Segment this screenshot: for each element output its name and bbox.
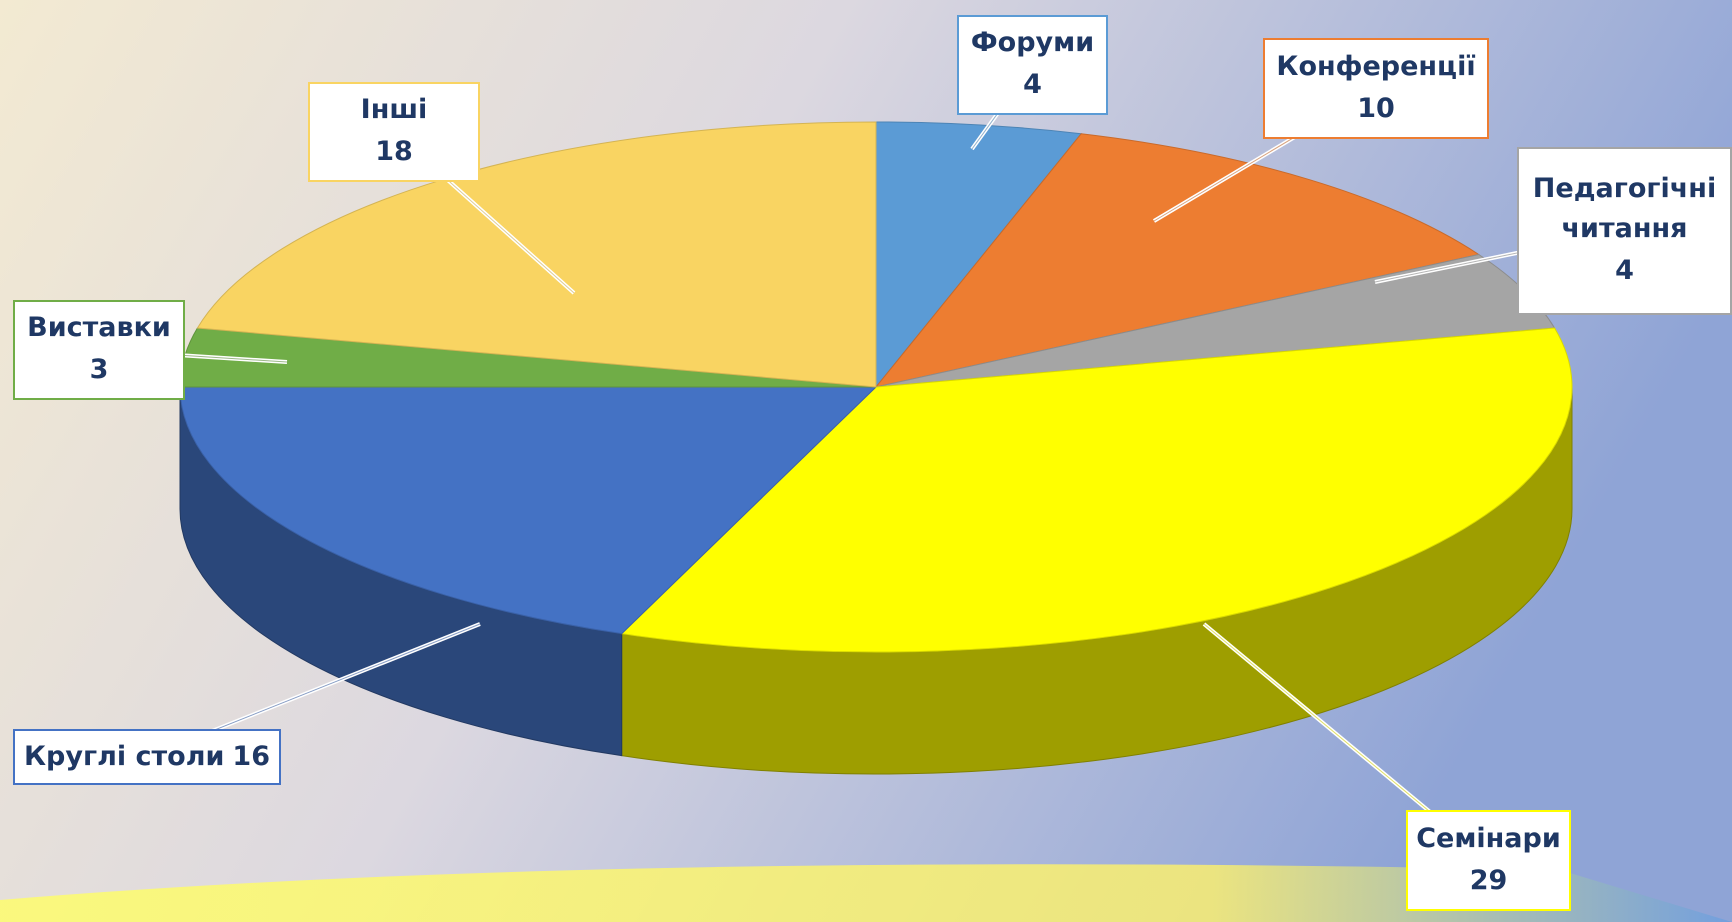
background-floor xyxy=(0,864,1732,922)
pie-tops xyxy=(179,121,1573,653)
data-label-name: Інші xyxy=(360,94,428,125)
pie-slice xyxy=(620,327,1573,653)
data-label-value: 4 xyxy=(1615,255,1634,286)
data-label-name: Семінари xyxy=(1416,822,1561,854)
data-label-value: 3 xyxy=(89,354,109,385)
data-label-value: 18 xyxy=(375,136,413,167)
data-label-value: 10 xyxy=(1357,92,1395,124)
pie-slice xyxy=(874,133,1481,388)
data-label: Форуми 4 xyxy=(957,15,1108,115)
data-label-name: Педагогічні читання xyxy=(1532,173,1717,244)
data-label: Семінари 29 xyxy=(1406,810,1571,911)
pie-slice xyxy=(875,121,1083,389)
data-label-name: Конференції xyxy=(1276,50,1476,82)
data-label: Інші 18 xyxy=(308,82,480,182)
data-label: Конференції 10 xyxy=(1263,38,1489,139)
data-label-name: Форуми xyxy=(970,27,1095,58)
data-label: Круглі столи 16 xyxy=(13,729,281,785)
data-label-name: Круглі столи xyxy=(23,741,225,772)
data-label: Педагогічні читання 4 xyxy=(1517,147,1732,315)
pie-slice xyxy=(179,386,878,635)
data-label: Виставки 3 xyxy=(13,300,185,400)
data-label-value: 29 xyxy=(1469,864,1508,896)
data-label-value: 16 xyxy=(232,741,270,772)
data-label-name: Виставки xyxy=(27,312,171,343)
data-label-value: 4 xyxy=(1023,69,1042,100)
